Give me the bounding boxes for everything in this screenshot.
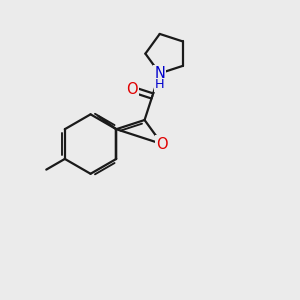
Text: N: N (154, 66, 165, 81)
Text: O: O (126, 82, 138, 97)
Text: H: H (155, 78, 164, 91)
Text: O: O (156, 136, 168, 152)
